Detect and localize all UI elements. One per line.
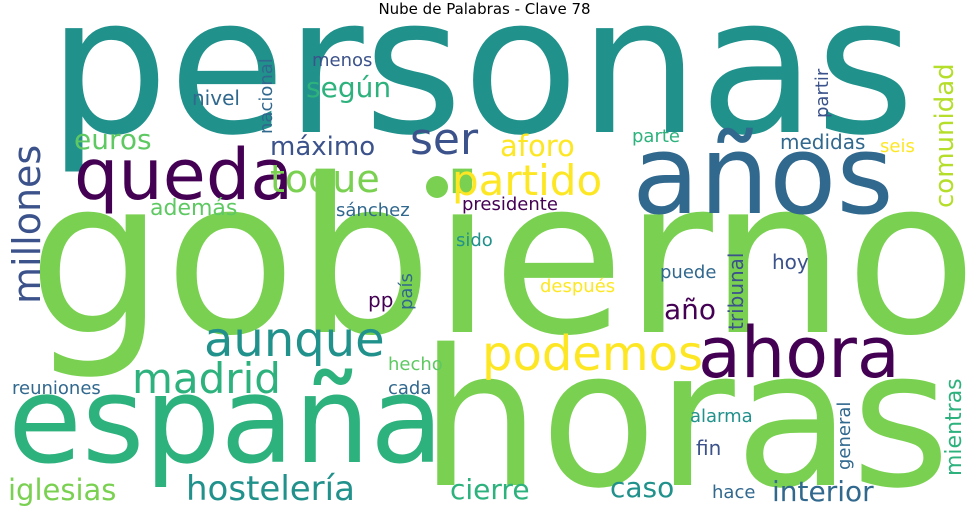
word-presidente: presidente <box>462 194 558 215</box>
page-title: Nube de Palabras - Clave 78 <box>378 0 591 18</box>
word-aunque: aunque <box>204 312 385 368</box>
word-madrid: madrid <box>132 354 281 403</box>
word-anos: años <box>632 111 894 239</box>
word-sanchez: sánchez <box>336 200 410 221</box>
word-tribunal: tribunal <box>724 252 748 330</box>
word-hoy: hoy <box>772 250 809 274</box>
word-toque: toque <box>270 157 380 201</box>
word-personas: personas <box>48 0 915 177</box>
word-espana: españa <box>8 352 444 491</box>
word-parte: parte <box>632 126 680 147</box>
word-general: general <box>834 401 855 470</box>
word-cada: cada <box>388 378 432 399</box>
word-hosteleria: hostelería <box>186 469 355 509</box>
word-aforo: aforo <box>500 129 575 163</box>
word-horas: horas <box>420 309 951 530</box>
word-fin: fin <box>696 436 722 460</box>
word-alarma: alarma <box>690 406 753 427</box>
word-nacional: nacional <box>256 58 277 134</box>
word-ano: año <box>664 293 717 326</box>
word-dot-fragment <box>426 176 448 198</box>
word-menos: menos <box>312 50 373 71</box>
word-cloud: personas gobierno horas españa años qued… <box>5 0 969 515</box>
word-podemos: podemos <box>482 326 703 382</box>
word-partir: partir <box>812 68 833 118</box>
word-cierre: cierre <box>450 473 530 506</box>
word-iglesias: iglesias <box>8 473 117 507</box>
word-ser: ser <box>410 114 479 165</box>
word-medidas: medidas <box>780 130 866 154</box>
word-ahora: ahora <box>698 312 900 394</box>
word-queda: queda <box>74 134 294 216</box>
word-puede: puede <box>660 262 717 283</box>
word-nivel: nivel <box>192 86 240 110</box>
word-hace: hace <box>712 482 756 503</box>
word-partido: partido <box>452 156 603 205</box>
word-mientras: mientras <box>942 378 967 476</box>
word-pais: país <box>396 273 417 310</box>
word-ademas: además <box>150 196 238 221</box>
word-euros: euros <box>74 123 152 156</box>
word-segun: según <box>306 71 392 104</box>
word-reuniones: reuniones <box>12 378 101 399</box>
word-pp: pp <box>368 288 394 312</box>
word-hecho: hecho <box>388 354 443 375</box>
word-seis: seis <box>880 136 915 157</box>
word-gobierno: gobierno <box>28 132 969 383</box>
word-comunidad: comunidad <box>930 63 960 208</box>
word-sido: sido <box>456 230 493 251</box>
word-maximo: máximo <box>270 132 376 162</box>
word-despues: después <box>540 276 616 297</box>
word-millones: millones <box>5 144 49 304</box>
word-caso: caso <box>610 471 675 504</box>
word-interior: interior <box>772 475 874 508</box>
